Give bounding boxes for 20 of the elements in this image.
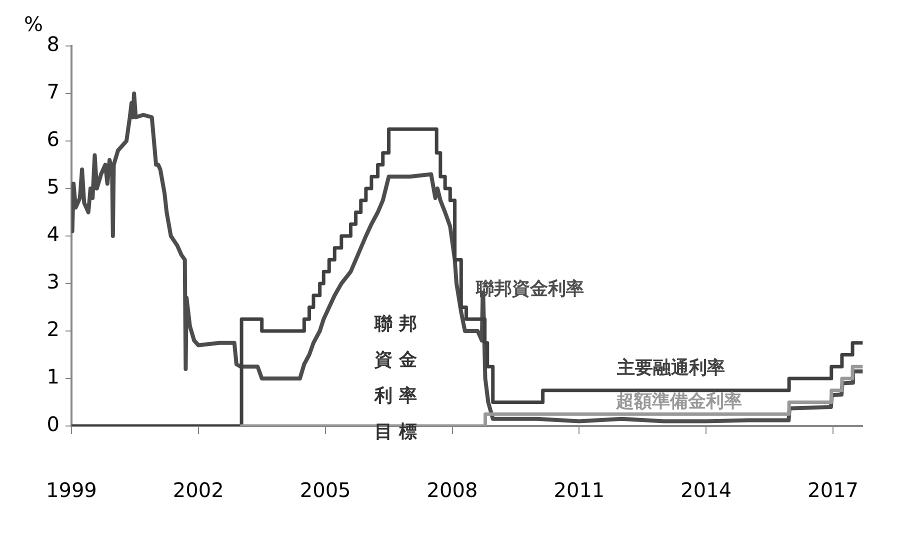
series-label: 主要融通利率	[616, 358, 726, 379]
y-tick-label: 5	[46, 174, 60, 199]
y-tick-label: 6	[46, 127, 60, 152]
y-axis-title: %	[24, 12, 44, 36]
y-tick-label: 2	[46, 317, 60, 342]
x-tick-label: 2005	[300, 478, 351, 502]
annotation: 聯 邦資 金利 率目 標	[374, 314, 417, 443]
y-tick-label: 4	[46, 222, 60, 246]
series-label: 超額準備金利率	[615, 390, 742, 412]
y-tick-label: 3	[46, 270, 60, 294]
x-tick-label: 2002	[172, 478, 224, 502]
y-tick-label: 1	[46, 364, 60, 389]
x-tick-label: 2014	[680, 478, 732, 502]
x-tick-label: 2011	[554, 478, 605, 502]
y-tick-label: 8	[46, 32, 60, 56]
x-tick-label: 2017	[808, 478, 859, 502]
x-tick-label: 2008	[426, 478, 478, 502]
y-tick-label: 0	[46, 412, 60, 436]
y-tick-label: 7	[46, 80, 60, 104]
x-tick-label: 1999	[46, 478, 97, 502]
